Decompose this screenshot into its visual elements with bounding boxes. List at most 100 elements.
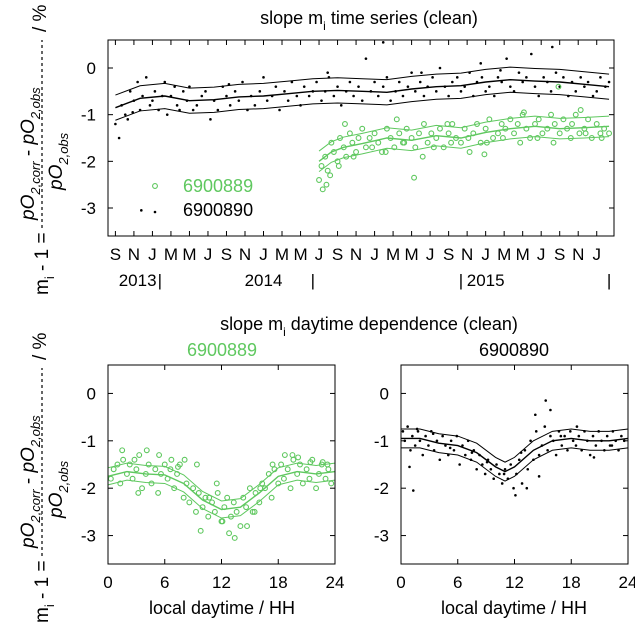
data-point bbox=[228, 104, 232, 107]
x-tick-label-month: J bbox=[204, 245, 213, 264]
data-point bbox=[483, 472, 487, 476]
svg-text:pO2,obs: pO2,obs bbox=[46, 132, 71, 191]
data-point bbox=[156, 452, 163, 458]
data-point bbox=[520, 109, 527, 116]
y-label-lhs: m bbox=[32, 279, 53, 295]
data-point bbox=[249, 508, 256, 515]
data-point bbox=[155, 489, 162, 496]
data-point bbox=[515, 472, 518, 476]
data-point bbox=[274, 85, 278, 88]
data-point bbox=[315, 80, 318, 84]
data-point bbox=[551, 121, 558, 127]
data-point bbox=[342, 121, 348, 127]
data-point bbox=[307, 94, 311, 98]
data-point bbox=[466, 439, 470, 443]
data-point bbox=[506, 477, 510, 481]
data-point bbox=[605, 434, 609, 438]
data-point bbox=[519, 451, 523, 454]
panel-subtitle: 6900890 bbox=[479, 340, 549, 360]
data-point bbox=[325, 466, 332, 473]
x-year-separator: | bbox=[158, 271, 162, 290]
y-axis-label-bottom: mi - 1 = pO2,corr - pO2,obs pO2,obs / % bbox=[18, 332, 71, 623]
legend-entry-6900889: 6900889 bbox=[183, 176, 253, 196]
data-point bbox=[459, 90, 463, 93]
data-point bbox=[544, 399, 548, 402]
x-tick-label: 24 bbox=[326, 573, 345, 592]
data-point bbox=[140, 209, 143, 212]
data-point bbox=[153, 90, 157, 93]
y-label-num-b-sub: 2,obs bbox=[28, 87, 43, 120]
data-point bbox=[492, 477, 495, 481]
data-point bbox=[269, 461, 276, 468]
x-tick-label-month: N bbox=[572, 245, 584, 264]
fit-band-line bbox=[115, 91, 610, 121]
data-point bbox=[585, 116, 592, 123]
data-point bbox=[484, 90, 487, 93]
data-point bbox=[574, 444, 578, 447]
data-point bbox=[387, 135, 394, 141]
data-point bbox=[265, 99, 269, 102]
data-point bbox=[278, 108, 281, 112]
data-point bbox=[360, 99, 364, 102]
x-axis-label: local daytime / HH bbox=[441, 598, 587, 618]
data-point bbox=[427, 444, 430, 447]
data-point bbox=[167, 466, 174, 473]
fit-band-line bbox=[107, 479, 336, 519]
data-point bbox=[469, 458, 473, 462]
data-point bbox=[141, 94, 144, 98]
data-point bbox=[527, 135, 534, 141]
data-point bbox=[447, 94, 450, 98]
x-tick-label: 12 bbox=[505, 573, 524, 592]
plot-area bbox=[107, 447, 336, 541]
plot-frame bbox=[400, 364, 629, 565]
data-point bbox=[595, 90, 599, 93]
y-label-lhs-sub: i bbox=[42, 276, 57, 279]
data-point bbox=[560, 116, 567, 123]
y-tick-label: -2 bbox=[81, 479, 96, 498]
data-point bbox=[413, 444, 417, 447]
data-point bbox=[410, 71, 413, 74]
data-point bbox=[424, 139, 431, 146]
x-tick-label-month: S bbox=[332, 245, 343, 264]
x-tick-label: 0 bbox=[103, 573, 112, 592]
data-point bbox=[455, 434, 459, 438]
data-point bbox=[289, 452, 296, 458]
data-point bbox=[343, 153, 350, 160]
data-point bbox=[428, 130, 435, 137]
data-point bbox=[178, 108, 181, 112]
data-point bbox=[284, 466, 291, 473]
data-point bbox=[330, 149, 337, 155]
data-point bbox=[123, 471, 130, 477]
x-tick-label-month: M bbox=[516, 245, 530, 264]
data-point bbox=[440, 144, 447, 151]
data-point bbox=[421, 453, 425, 457]
data-point bbox=[117, 480, 124, 487]
data-point bbox=[211, 508, 218, 515]
data-point bbox=[534, 413, 537, 417]
data-point bbox=[579, 76, 582, 79]
data-point bbox=[496, 76, 500, 79]
data-point bbox=[532, 458, 535, 462]
data-point bbox=[420, 71, 423, 74]
data-point bbox=[548, 111, 555, 118]
data-point bbox=[214, 489, 221, 496]
data-point bbox=[120, 104, 123, 107]
data-point bbox=[357, 85, 360, 88]
data-point bbox=[373, 80, 376, 84]
chart-title: slope mi daytime dependence (clean) bbox=[220, 314, 518, 339]
chart-title: slope mi time series (clean) bbox=[260, 8, 478, 33]
plot-area bbox=[401, 399, 629, 497]
data-point bbox=[495, 130, 501, 137]
x-tick-label-month: S bbox=[443, 245, 454, 264]
data-point bbox=[583, 430, 586, 433]
data-point bbox=[320, 99, 323, 102]
data-point bbox=[499, 69, 502, 72]
x-tick-label-month: S bbox=[554, 245, 565, 264]
data-point bbox=[470, 451, 474, 454]
data-point bbox=[213, 480, 220, 487]
data-point bbox=[406, 425, 409, 428]
data-point bbox=[204, 90, 207, 93]
plot-frame bbox=[107, 39, 615, 237]
data-point bbox=[173, 85, 176, 88]
data-point bbox=[362, 144, 369, 151]
